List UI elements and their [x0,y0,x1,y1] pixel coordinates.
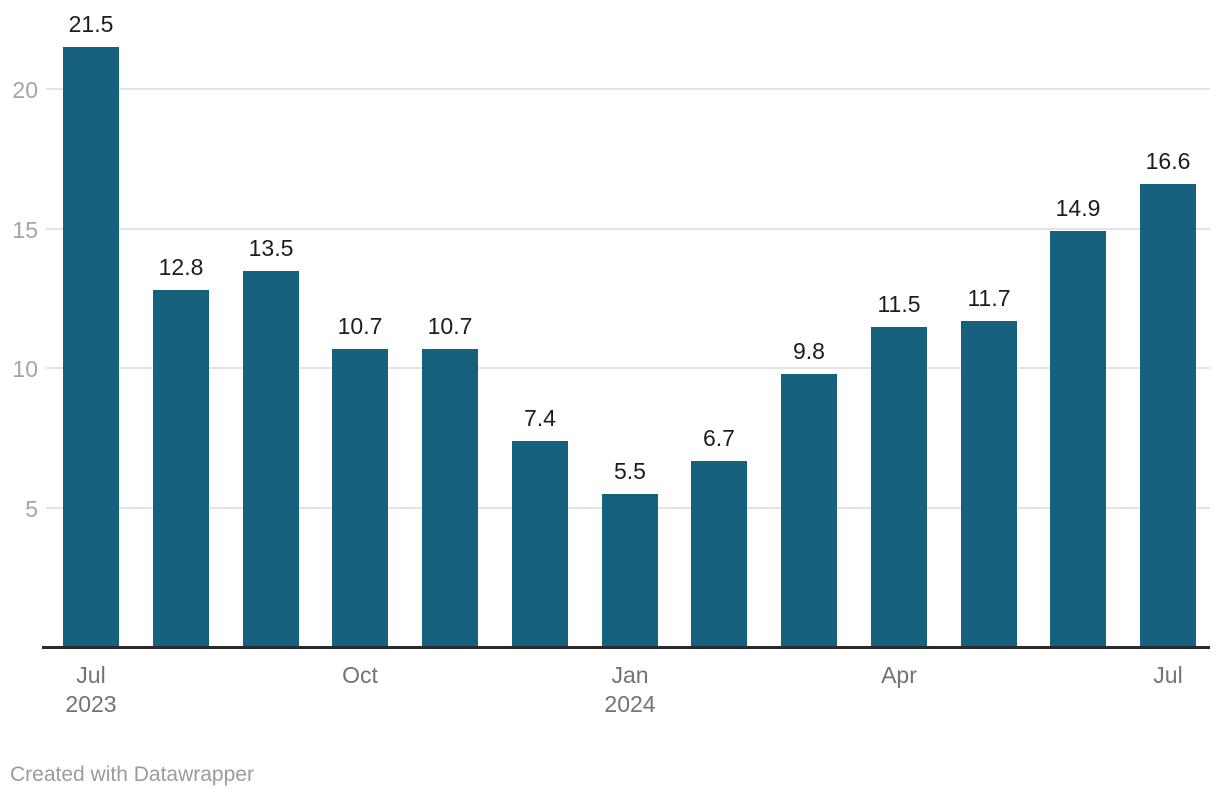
x-tick-line: 2023 [65,691,117,717]
x-tick-line: Jan [611,662,649,688]
y-tick-label: 10 [12,356,38,383]
bar-value-label: 12.8 [158,254,204,280]
bar [153,290,209,648]
y-tick-label: 15 [12,216,38,243]
x-tick-label: Jan 2024 [560,661,700,719]
x-tick-label: Oct [290,661,430,690]
x-tick-line: 2024 [604,691,656,717]
bar-value-label: 6.7 [703,425,735,451]
x-tick-label: Jul [1098,661,1220,690]
y-tick-label: 20 [12,76,38,103]
bar-value-label: 21.5 [68,11,114,37]
x-tick-line: Apr [881,662,917,688]
bar [1050,231,1106,648]
y-gridline [46,87,1210,90]
x-tick-label: Apr [829,661,969,690]
bar-value-label: 14.9 [1055,195,1101,221]
x-axis-line [42,646,1210,649]
bar-value-label: 11.5 [877,291,921,317]
y-gridline [46,227,1210,230]
x-tick-label: Jul 2023 [21,661,161,719]
y-gridline [46,367,1210,370]
x-tick-line: Jul [76,662,106,688]
bar [243,271,299,648]
bar [691,461,747,648]
bar [961,321,1017,648]
bar-value-label: 5.5 [614,458,646,484]
bar [512,441,568,648]
datawrapper-credit: Created with Datawrapper [10,763,254,786]
bar-value-label: 10.7 [427,313,473,339]
y-tick-label: 5 [25,496,38,523]
bar-value-label: 16.6 [1145,148,1191,174]
bar [781,374,837,648]
bar [871,327,927,648]
x-tick-line: Jul [1153,662,1183,688]
bar [63,47,119,648]
bar [1140,184,1196,648]
bar [602,494,658,648]
bar [332,349,388,648]
bar-value-label: 9.8 [793,338,825,364]
bar-value-label: 13.5 [248,235,294,261]
bar-value-label: 7.4 [524,405,556,431]
bar-value-label: 11.7 [967,285,1011,311]
bar-value-label: 10.7 [337,313,383,339]
bar [422,349,478,648]
x-tick-line: Oct [342,662,378,688]
